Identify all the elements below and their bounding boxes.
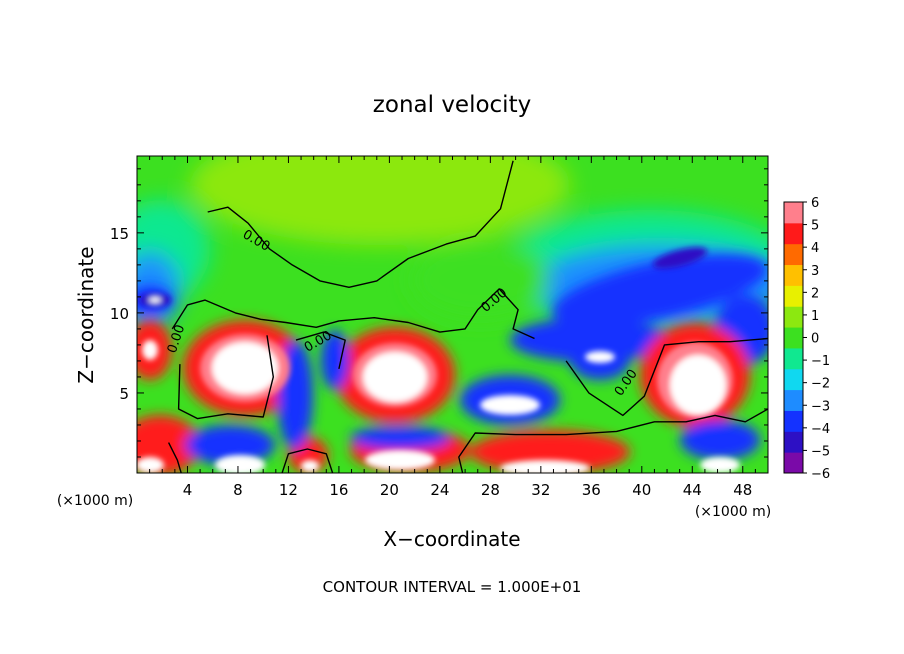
field-white-8 (215, 455, 265, 473)
contour-line-3 (295, 331, 346, 370)
field-white-5 (480, 395, 540, 415)
y-axis-label: Z−coordinate (74, 246, 98, 383)
colorbar-label-10: −4 (811, 422, 830, 437)
contour-line-4 (565, 337, 768, 417)
colorbar-swatch-3 (784, 389, 803, 411)
colorbar (783, 201, 804, 474)
field-white-11 (700, 457, 740, 473)
colorbar-label-6: 0 (811, 332, 819, 347)
contour-line-1 (171, 288, 535, 340)
colorbar-swatch-4 (784, 368, 803, 391)
field-white-13 (301, 460, 319, 472)
x-tick-label-1: 8 (233, 481, 243, 499)
colorbar-label-8: −2 (811, 377, 830, 392)
colorbar-swatch-8 (784, 285, 803, 307)
colorbar-labels: 6 5 4 3 2 1 0 −1 −2 −3 −4 −5 −6 (803, 196, 830, 482)
field-white-1 (212, 342, 278, 394)
field-red-bottom-mid2 (470, 430, 630, 473)
colorbar-swatch-5 (784, 347, 803, 370)
colorbar-swatch-12 (784, 202, 803, 224)
heat-field (137, 156, 768, 473)
contour-interval-note: CONTOUR INTERVAL = 1.000E+01 (323, 578, 582, 596)
x-tick-label-4: 20 (380, 481, 399, 499)
x-tick-label-8: 36 (582, 481, 601, 499)
field-white-4 (142, 340, 158, 360)
colorbar-swatch-9 (784, 264, 803, 286)
contour-lines (167, 160, 768, 473)
x-tick-label-9: 40 (632, 481, 651, 499)
colorbar-label-2: 4 (811, 241, 819, 256)
field-purple-jet (652, 247, 708, 269)
field-white-9 (365, 450, 435, 470)
field-blue-jet (552, 254, 768, 326)
colorbar-swatch-7 (784, 306, 803, 328)
colorbar-swatch-1 (784, 431, 803, 453)
y-tick-label-0: 5 (119, 385, 129, 403)
colorbar-label-4: 2 (811, 286, 819, 301)
contour-line-0 (207, 160, 514, 288)
chart-title: zonal velocity (373, 92, 531, 118)
field-blue-bottom-2 (350, 426, 450, 450)
contour-line-5 (458, 408, 768, 473)
x-tick-label-2: 12 (279, 481, 298, 499)
colorbar-swatch-0 (784, 452, 803, 474)
field-white-12 (137, 457, 164, 473)
contour-line-6 (167, 442, 182, 473)
colorbar-swatch-10 (784, 243, 803, 266)
field-white-3 (670, 355, 726, 415)
field-green-mid-right (410, 240, 550, 320)
field-blue-bottom-1 (185, 425, 275, 465)
colorbar-label-7: −1 (811, 354, 830, 369)
colorbar-label-9: −3 (811, 399, 830, 414)
colorbar-label-11: −5 (811, 444, 830, 459)
colorbar-swatch-2 (784, 410, 803, 432)
x-tick-label-0: 4 (183, 481, 193, 499)
field-white-6 (585, 351, 615, 363)
field-white-10 (500, 460, 590, 473)
x-tick-label-7: 32 (531, 481, 550, 499)
colorbar-label-3: 3 (811, 264, 819, 279)
x-axis-label: X−coordinate (383, 527, 520, 551)
field-light-green-top (190, 156, 570, 245)
contour-line-7 (281, 448, 334, 473)
x-tick-label-10: 44 (683, 481, 702, 499)
colorbar-label-5: 1 (811, 309, 819, 324)
x-unit-left: (×1000 m) (57, 493, 133, 509)
colorbar-label-0: 6 (811, 196, 819, 211)
y-axis-ticks: 5 10 15 (110, 168, 768, 458)
y-tick-label-2: 15 (110, 225, 129, 243)
colorbar-swatch-6 (784, 327, 803, 349)
colorbar-swatch-11 (784, 222, 803, 245)
x-tick-label-6: 28 (481, 481, 500, 499)
field-blue-bottom-right (680, 420, 760, 460)
colorbar-label-12: −6 (811, 467, 830, 482)
colorbar-label-1: 5 (811, 219, 819, 234)
x-tick-label-5: 24 (430, 481, 449, 499)
field-blue-column-2 (321, 330, 349, 390)
field-white-7 (149, 297, 161, 303)
field-blue-lower-right (510, 318, 670, 362)
x-axis-ticks: 4 8 12 16 20 24 28 32 36 40 44 48 (149, 156, 756, 499)
x-unit-right: (×1000 m) (695, 504, 771, 520)
y-tick-label-1: 10 (110, 305, 129, 323)
field-white-2 (363, 352, 427, 402)
x-tick-label-11: 48 (733, 481, 752, 499)
x-tick-label-3: 16 (329, 481, 348, 499)
contour-line-2 (177, 335, 274, 420)
